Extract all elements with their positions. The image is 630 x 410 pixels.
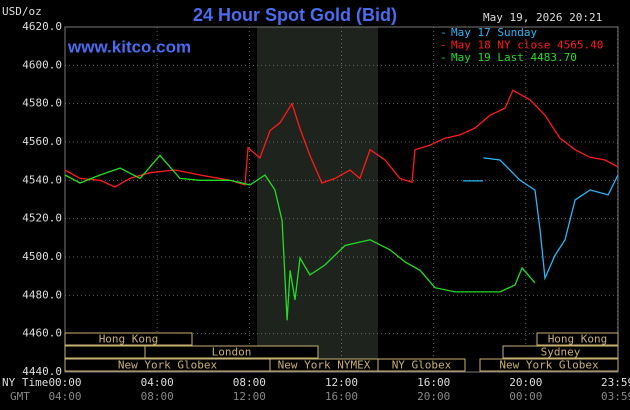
y-tick-label: 4500.0 (22, 250, 62, 263)
session-label: NY Globex (392, 359, 452, 372)
x-tick-label: 20:00 (509, 376, 542, 389)
x-tick-label: 23:59 (601, 376, 630, 389)
gmt-tick-label: 16:00 (325, 390, 358, 403)
session-box (479, 358, 619, 372)
x-tick-label: 16:00 (417, 376, 450, 389)
session-label: New York NYMEX (278, 359, 371, 372)
session-label: New York Globex (499, 359, 599, 372)
x-tick-label: 04:00 (141, 376, 174, 389)
price-line (64, 154, 536, 321)
gmt-tick-label: 04:00 (48, 390, 81, 403)
y-tick-label: 4560.0 (22, 135, 62, 148)
legend-marker: - (440, 26, 447, 39)
y-tick-label: 4460.0 (22, 327, 62, 340)
session-label: Hong Kong (99, 333, 159, 346)
x-tick-label: 12:00 (325, 376, 358, 389)
y-tick-label: 4580.0 (22, 97, 62, 110)
y-tick-label: 4540.0 (22, 173, 62, 186)
legend-label: May 19 Last 4483.70 (451, 51, 577, 64)
legend-label: May 17 Sunday (451, 26, 537, 39)
session-label: New York Globex (118, 359, 218, 372)
legend-label: May 18 NY close 4565.40 (451, 39, 603, 52)
x-row-label: NY Time (2, 376, 48, 389)
gmt-tick-label: 12:00 (233, 390, 266, 403)
website: www.kitco.com (67, 37, 191, 56)
ny-session-shade (257, 27, 378, 372)
price-line (64, 89, 619, 188)
session-label: Hong Kong (548, 333, 608, 346)
y-unit: USD/oz (2, 5, 42, 18)
session-box (64, 332, 193, 346)
legend-marker: - (440, 39, 447, 52)
session-box (536, 332, 619, 346)
y-tick-label: 4520.0 (22, 212, 62, 225)
x-tick-label: 00:00 (48, 376, 81, 389)
x-row-label: GMT (10, 390, 30, 403)
chart-title: 24 Hour Spot Gold (Bid) (193, 5, 397, 25)
price-line (462, 157, 619, 281)
y-tick-label: 4620.0 (22, 20, 62, 33)
legend-marker: - (440, 51, 447, 64)
y-tick-label: 4480.0 (22, 288, 62, 301)
gmt-tick-label: 00:00 (509, 390, 542, 403)
session-box (377, 358, 466, 372)
y-tick-label: 4440.0 (22, 365, 62, 378)
gmt-tick-label: 03:59 (601, 390, 630, 403)
session-label: Sydney (541, 346, 581, 359)
y-tick-label: 4600.0 (22, 58, 62, 71)
session-box (502, 345, 619, 359)
session-label: London (212, 346, 252, 359)
session-box (144, 345, 319, 359)
plot-frame (64, 26, 619, 373)
gmt-tick-label: 20:00 (417, 390, 450, 403)
gmt-tick-label: 08:00 (141, 390, 174, 403)
timestamp: May 19, 2026 20:21 (483, 11, 602, 24)
x-tick-label: 08:00 (233, 376, 266, 389)
